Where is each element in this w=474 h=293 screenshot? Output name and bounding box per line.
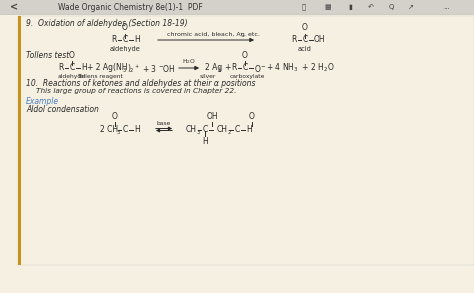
Text: silver: silver: [200, 74, 216, 79]
Text: 2 CH: 2 CH: [100, 125, 118, 134]
Text: C: C: [69, 64, 74, 72]
Text: Aldol condensation: Aldol condensation: [26, 105, 99, 115]
Text: 3: 3: [197, 130, 200, 134]
Text: +: +: [224, 64, 230, 72]
Text: 2: 2: [130, 67, 133, 72]
Text: + 4 NH$_3$  + 2 H$_2$O: + 4 NH$_3$ + 2 H$_2$O: [266, 62, 335, 74]
Text: Example: Example: [26, 98, 59, 106]
Text: acid: acid: [298, 46, 312, 52]
Text: ▮: ▮: [348, 4, 352, 10]
Text: ⌗: ⌗: [302, 4, 306, 10]
Text: ↓: ↓: [217, 67, 223, 73]
Text: 9.  Oxidation of aldehydes (Section 18-19): 9. Oxidation of aldehydes (Section 18-19…: [26, 18, 188, 28]
Text: ↗: ↗: [408, 4, 414, 10]
Text: O: O: [302, 23, 308, 32]
Text: R: R: [59, 64, 64, 72]
Text: H$_2$O: H$_2$O: [182, 57, 196, 66]
Text: aldehyde: aldehyde: [109, 46, 140, 52]
Text: ▦: ▦: [325, 4, 331, 10]
Text: + 3 $^{-}$OH: + 3 $^{-}$OH: [142, 62, 176, 74]
Text: 3: 3: [117, 130, 120, 134]
Text: C: C: [242, 64, 247, 72]
Text: 10.  Reactions of ketones and aldehydes at their α positions: 10. Reactions of ketones and aldehydes a…: [26, 79, 255, 88]
Text: C: C: [234, 125, 240, 134]
Text: <: <: [10, 2, 18, 12]
Text: $^+$: $^+$: [133, 65, 140, 71]
Text: H: H: [202, 137, 208, 146]
Text: $^+$: $^+$: [239, 32, 245, 37]
Text: R: R: [232, 64, 237, 72]
Text: H: H: [134, 35, 140, 45]
Text: C: C: [122, 125, 128, 134]
Bar: [18, 16, 21, 265]
Text: Q: Q: [388, 4, 394, 10]
Text: H: H: [246, 125, 252, 134]
Text: R: R: [292, 35, 297, 45]
Text: O: O: [122, 23, 128, 32]
Text: aldehyde: aldehyde: [58, 74, 86, 79]
Text: CH: CH: [186, 125, 197, 134]
Text: chromic acid, bleach, Ag: chromic acid, bleach, Ag: [167, 32, 245, 37]
Text: O: O: [69, 51, 75, 60]
Text: C: C: [122, 35, 128, 45]
Text: OH: OH: [314, 35, 326, 45]
Text: OH: OH: [206, 112, 218, 121]
Text: ...: ...: [444, 4, 450, 10]
Text: base: base: [157, 121, 171, 126]
Bar: [0, 0, 474, 14]
Text: This large group of reactions is covered in Chapter 22.: This large group of reactions is covered…: [36, 88, 237, 94]
Text: Tollens reagent: Tollens reagent: [77, 74, 123, 79]
Text: O: O: [112, 112, 118, 121]
Text: Wade Organic Chemistry 8e(1)-1  PDF: Wade Organic Chemistry 8e(1)-1 PDF: [58, 3, 203, 11]
Text: 2 Ag: 2 Ag: [205, 64, 222, 72]
Text: H: H: [134, 125, 140, 134]
Text: 3: 3: [123, 67, 126, 72]
Text: Tollens test: Tollens test: [26, 52, 69, 60]
Bar: [18, 16, 474, 265]
Text: O: O: [242, 51, 248, 60]
Text: C: C: [202, 125, 208, 134]
Text: H: H: [81, 64, 87, 72]
Text: R: R: [111, 35, 117, 45]
Text: O: O: [249, 112, 255, 121]
Text: CH: CH: [217, 125, 228, 134]
Text: carboxylate: carboxylate: [229, 74, 264, 79]
Text: ): ): [127, 64, 130, 72]
Text: , etc.: , etc.: [244, 32, 260, 37]
Text: + 2 Ag(NH: + 2 Ag(NH: [87, 64, 128, 72]
Text: C: C: [302, 35, 308, 45]
Text: ↶: ↶: [368, 4, 374, 10]
Text: O$^{-}$: O$^{-}$: [254, 62, 266, 74]
Text: 2: 2: [228, 130, 231, 134]
